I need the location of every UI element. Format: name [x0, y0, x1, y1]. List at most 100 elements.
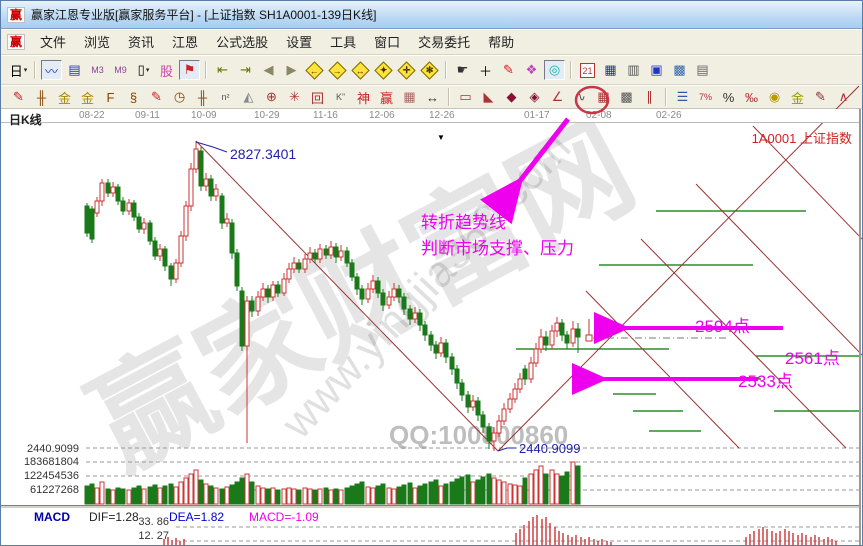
date-tick-10-09: 10-09 — [191, 110, 217, 121]
feather-button[interactable]: ✎ — [815, 89, 826, 104]
svg-text:QQ:100800860: QQ:100800860 — [389, 420, 568, 450]
price-axis-label: 2440.9099 — [27, 443, 79, 455]
angle-line-button[interactable]: ∠ — [551, 89, 564, 104]
svg-text:2827.3401: 2827.3401 — [230, 146, 296, 162]
menu-item-工具[interactable]: 工具 — [330, 35, 357, 50]
chips-button[interactable]: ☰ — [676, 89, 689, 104]
web-star-button[interactable]: ✳ — [289, 89, 300, 104]
wave-button[interactable]: ∧ — [838, 89, 849, 104]
strike-percent-button[interactable]: 7% — [698, 92, 712, 102]
chip-distribution-button[interactable]: 股 — [159, 63, 173, 79]
flag-filter-button[interactable]: ⚑ — [179, 60, 200, 80]
crosshair-tool-button[interactable]: ＋ — [478, 63, 492, 79]
date-tick-11-16: 11-16 — [313, 110, 338, 121]
title-bar[interactable]: 赢 赢家江恩专业版[赢家服务平台] - [上证指数 SH1A0001-139日K… — [1, 1, 862, 29]
kline-style-button[interactable]: ▯ ▾ — [137, 62, 150, 77]
ying-tool-button[interactable]: 赢 — [379, 90, 393, 106]
window-title: 赢家江恩专业版[赢家服务平台] - [上证指数 SH1A0001-139日K线] — [31, 8, 377, 22]
trend-chart-button[interactable]: 〰 — [41, 60, 62, 80]
menu-item-江恩[interactable]: 江恩 — [172, 35, 199, 50]
menu-item-浏览[interactable]: 浏览 — [84, 35, 111, 50]
macd-dif-value: DIF=1.28 — [89, 510, 139, 524]
permille-button[interactable]: ‰ — [745, 89, 758, 105]
marker-tool-button[interactable]: ✎ — [503, 62, 514, 77]
macd-histogram — [163, 515, 837, 545]
n-square-button[interactable]: n² — [221, 92, 230, 102]
menu-bar: 赢 文件 浏览 资讯 江恩 公式选股 设置 工具 窗口 交易委托 帮助 — [1, 30, 862, 55]
gann-square-button[interactable]: 回 — [310, 90, 324, 106]
min3-chart-button[interactable]: M3 — [91, 65, 104, 75]
spiral-button[interactable]: § — [129, 89, 138, 105]
volume-bars — [84, 461, 581, 505]
chart-dropdown-marker[interactable]: ▼ — [437, 133, 445, 142]
time-lines-button[interactable]: ╫ — [197, 89, 208, 105]
parallel-lines-button[interactable]: ∥ — [646, 89, 653, 104]
gold-circle-button[interactable]: ◉ — [768, 89, 781, 104]
save-button[interactable]: ▣ — [650, 62, 663, 77]
menu-item-帮助[interactable]: 帮助 — [488, 35, 515, 50]
hand-tool-button[interactable]: ☛ — [456, 62, 469, 77]
golden-section-button[interactable]: 金 — [57, 90, 71, 106]
macd-axis-label: 33. 86 — [138, 516, 169, 528]
pane-right-border — [859, 109, 861, 545]
date-tick-09-11: 09-11 — [135, 110, 160, 121]
macd-axis-label: 12. 27 — [138, 530, 169, 542]
draw-pen-button[interactable]: ✎ — [13, 89, 24, 104]
first-page-button[interactable]: ⇤ — [217, 62, 228, 77]
svg-text:2440.9099: 2440.9099 — [519, 441, 580, 456]
pane-separator[interactable] — [1, 505, 859, 509]
menu-item-窗口[interactable]: 窗口 — [374, 35, 401, 50]
calendar-button[interactable]: 21 — [577, 60, 598, 80]
date-tick-10-29: 10-29 — [254, 110, 280, 121]
calculator-button[interactable]: ▦ — [604, 62, 617, 77]
app-logo-icon: 赢 — [7, 6, 25, 23]
menu-item-公式选股[interactable]: 公式选股 — [216, 35, 269, 50]
gann-fan-button[interactable]: ◣ — [483, 89, 494, 104]
period-daily-button[interactable]: 日 ▾ — [9, 63, 28, 79]
percent-lines-button[interactable]: ╫ — [36, 89, 47, 105]
angle-tool-button[interactable]: ◭ — [243, 89, 254, 104]
fibonacci-button[interactable]: F — [106, 89, 115, 105]
toolbar-separator — [445, 61, 447, 79]
width-measure-button[interactable]: ↔ — [426, 89, 439, 105]
gann-fan-solid-button[interactable]: ◆ — [506, 89, 517, 104]
gann-box-button[interactable]: ❖ — [525, 62, 538, 77]
print-button[interactable]: ▤ — [696, 62, 709, 77]
golden-ratio-button[interactable]: 金 — [80, 90, 94, 106]
last-page-button[interactable]: ⇥ — [240, 62, 251, 77]
f10-info-button[interactable]: ▤ — [68, 62, 81, 77]
macd-value: MACD=-1.09 — [249, 510, 319, 524]
notepad-button[interactable]: ▥ — [627, 62, 640, 77]
menu-item-交易委托[interactable]: 交易委托 — [418, 35, 471, 50]
turning-trend-lines[interactable] — [195, 85, 863, 452]
min9-chart-button[interactable]: M9 — [114, 65, 127, 75]
toolbar-separator — [205, 61, 207, 79]
date-tick-12-26: 12-26 — [429, 110, 455, 121]
date-tick-02-26: 02-26 — [656, 110, 682, 121]
toolbar-separator — [448, 88, 450, 106]
circle-cross-button[interactable]: ⊕ — [266, 89, 277, 104]
prev-button[interactable]: ◀ — [263, 62, 274, 77]
ruler-grid-button[interactable]: ▦ — [403, 89, 416, 104]
toolbar-separator — [665, 88, 667, 106]
percent-button[interactable]: % — [722, 89, 735, 105]
measure-marker[interactable] — [585, 319, 726, 342]
menu-item-设置[interactable]: 设置 — [286, 35, 313, 50]
mark-pen-button[interactable]: ✎ — [151, 89, 162, 104]
toolbar-drawing: ✎ ╫ 金金 F § ✎ ◷ ╫ n² ◭ ⊕ ✳ 回 K” 神赢 ▦ ↔ ▭ ◣ ◆ ◈ ∠ ∿ ▦ ▩ ∥ ☰ 7%% ‰ ◉ 金 ✎ ∧ — [1, 86, 862, 109]
grid-dark-button[interactable]: ▩ — [620, 89, 633, 104]
cycle-button[interactable]: ◷ — [173, 89, 186, 104]
next-button[interactable]: ▶ — [286, 62, 297, 77]
menu-item-文件[interactable]: 文件 — [40, 35, 67, 50]
export-button[interactable]: ▩ — [673, 62, 686, 77]
date-tick-12-06: 12-06 — [369, 110, 395, 121]
smart-analysis-button[interactable]: ◎ — [544, 60, 565, 80]
gold-line-button[interactable]: 金 — [790, 90, 804, 106]
symbol-label: 1A0001 上证指数 — [751, 131, 852, 146]
gann-fan-grid-button[interactable]: ◈ — [529, 89, 540, 104]
menu-item-资讯[interactable]: 资讯 — [128, 35, 155, 50]
shen-tool-button[interactable]: 神 — [356, 90, 370, 106]
kline-mark-button[interactable]: K” — [336, 92, 345, 102]
rect-tool-button[interactable]: ▭ — [459, 89, 472, 104]
